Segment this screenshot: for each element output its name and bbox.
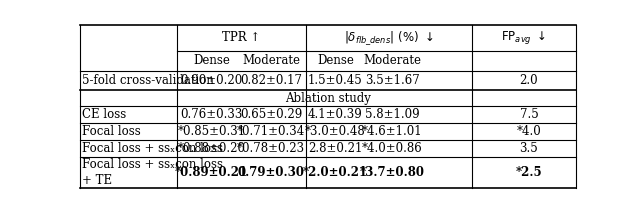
Text: 0.79±0.30: 0.79±0.30 [237,166,305,179]
Text: *4.0±0.86: *4.0±0.86 [362,142,423,155]
Text: 7.5: 7.5 [520,108,538,121]
Text: *0.85±0.31: *0.85±0.31 [177,125,246,138]
Text: *4.0: *4.0 [516,125,541,138]
Text: 5-fold cross-validation: 5-fold cross-validation [83,74,214,87]
Text: Focal loss: Focal loss [83,125,141,138]
Text: 0.65±0.29: 0.65±0.29 [240,108,302,121]
Text: *3.7±0.80: *3.7±0.80 [360,166,425,179]
Text: + TE: + TE [83,174,113,187]
Text: CE loss: CE loss [83,108,127,121]
Text: Dense: Dense [193,54,230,67]
Text: 2.0: 2.0 [520,74,538,87]
Text: *0.88±0.20: *0.88±0.20 [177,142,246,155]
Text: 0.90±0.20: 0.90±0.20 [180,74,243,87]
Text: *2.5: *2.5 [516,166,542,179]
Text: Ablation study: Ablation study [285,92,371,104]
Text: FP$_{\mathit{avg}}\ \downarrow$: FP$_{\mathit{avg}}\ \downarrow$ [502,29,547,46]
Text: *3.0±0.48: *3.0±0.48 [305,125,366,138]
Text: 5.8±1.09: 5.8±1.09 [365,108,420,121]
Text: Moderate: Moderate [364,54,422,67]
Text: Focal loss + ssₓcon loss: Focal loss + ssₓcon loss [83,158,223,171]
Text: 2.8±0.21: 2.8±0.21 [308,142,363,155]
Text: *0.89±0.21: *0.89±0.21 [175,166,248,179]
Text: TPR ↑: TPR ↑ [222,31,260,44]
Text: 0.76±0.33: 0.76±0.33 [180,108,243,121]
Text: *0.78±0.23: *0.78±0.23 [237,142,305,155]
Text: Moderate: Moderate [242,54,300,67]
Text: *2.0±0.21: *2.0±0.21 [303,166,368,179]
Text: *4.6±1.01: *4.6±1.01 [362,125,423,138]
Text: 4.1±0.39: 4.1±0.39 [308,108,363,121]
Text: *0.71±0.34: *0.71±0.34 [237,125,305,138]
Text: $|\delta_{\mathit{flb\_dens}}|\ (\%)\  \downarrow$: $|\delta_{\mathit{flb\_dens}}|\ (\%)\ \d… [344,29,433,47]
Text: Dense: Dense [317,54,354,67]
Text: Focal loss + ssₓcon loss: Focal loss + ssₓcon loss [83,142,223,155]
Text: 3.5: 3.5 [520,142,538,155]
Text: 0.82±0.17: 0.82±0.17 [240,74,302,87]
Text: 1.5±0.45: 1.5±0.45 [308,74,363,87]
Text: 3.5±1.67: 3.5±1.67 [365,74,420,87]
